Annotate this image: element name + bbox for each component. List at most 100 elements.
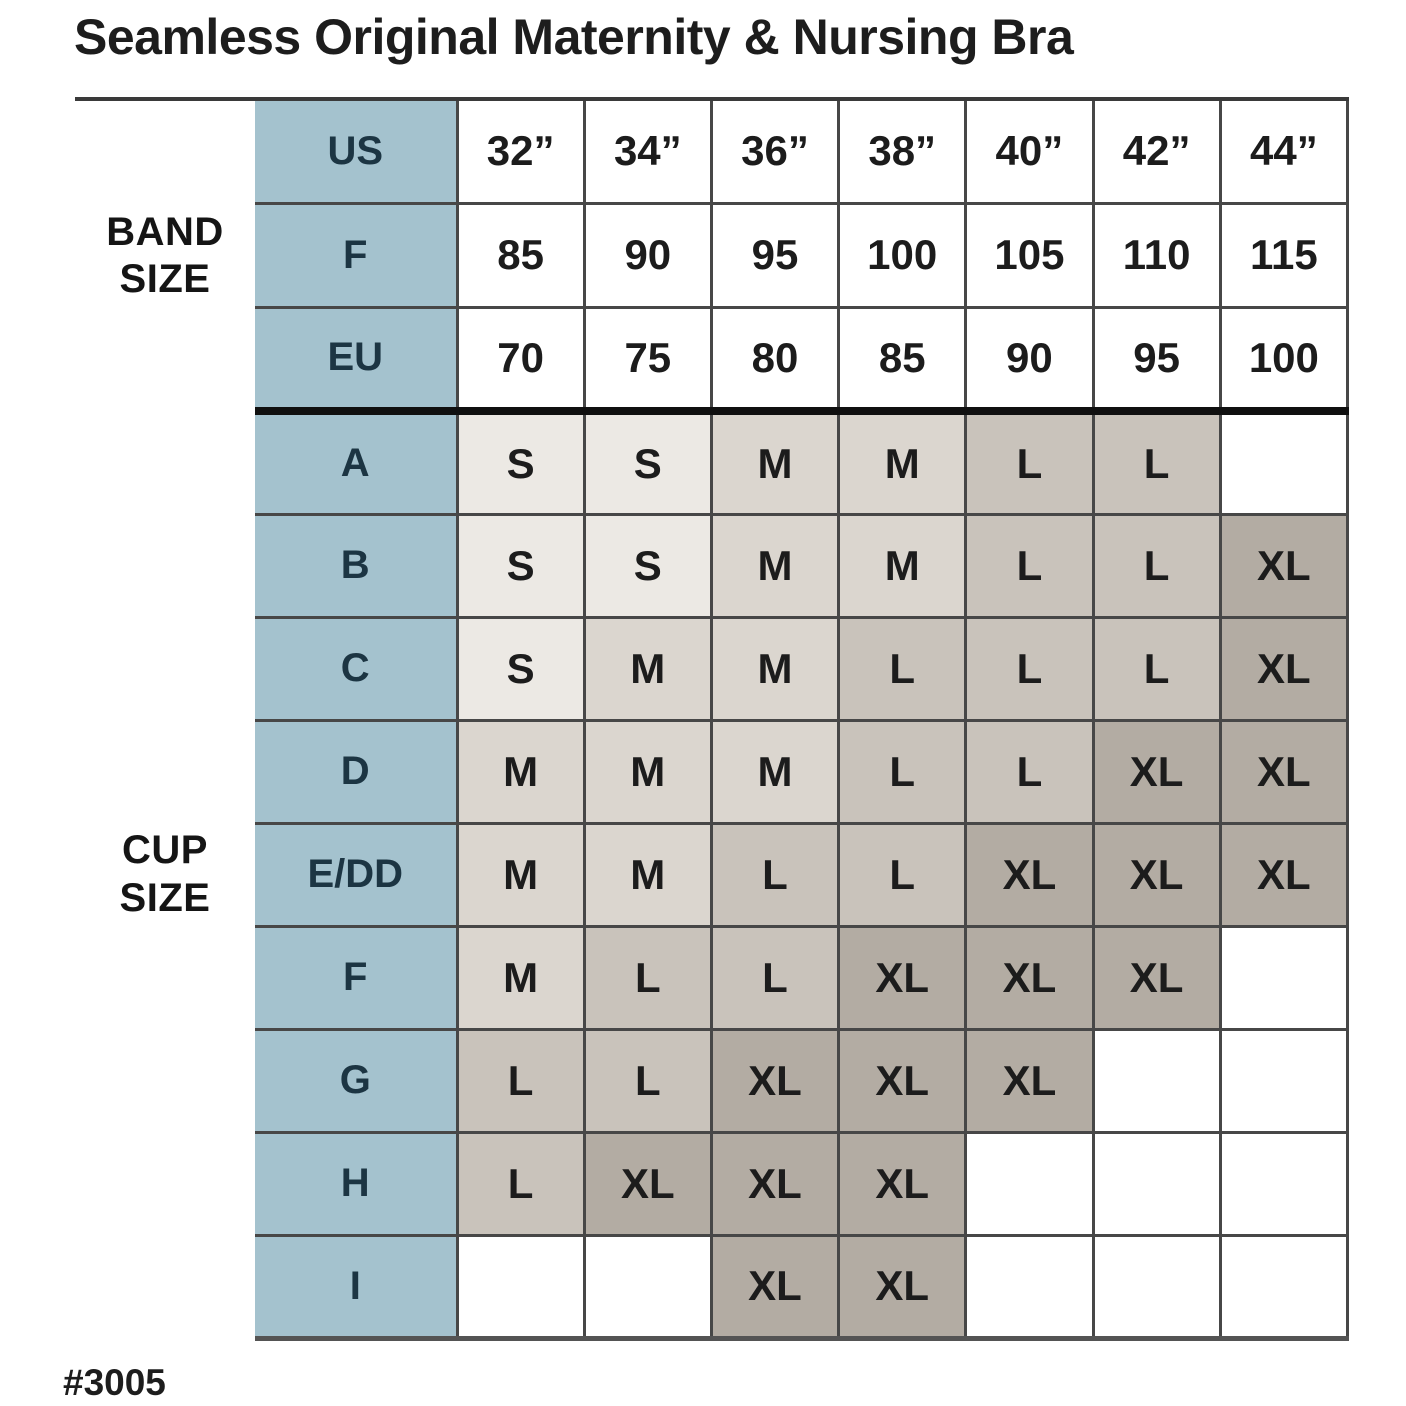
cup-size-cell: L (837, 821, 968, 928)
row-label-d: D (255, 718, 459, 825)
cup-size-cell: L (1091, 409, 1222, 516)
cup-size-cell: S (582, 512, 713, 619)
cup-size-cell (455, 1233, 586, 1341)
cup-size-cell: XL (1218, 718, 1350, 825)
cup-size-cell: L (582, 924, 713, 1031)
table-row-h: H L XL XL XL (75, 1130, 1350, 1237)
cup-size-cell: XL (709, 1130, 841, 1237)
table-row-g: G L L XL XL XL (75, 1027, 1350, 1134)
table-row-f: F M L L XL XL XL (75, 924, 1350, 1031)
cup-size-cell: XL (582, 1130, 713, 1237)
cup-size-cell (964, 1130, 1095, 1237)
table-row-b: B S S M M L L XL (75, 512, 1350, 619)
cup-size-cell: M (837, 409, 968, 516)
cup-size-cell: XL (1218, 512, 1350, 619)
table-row-d: D M M M L L XL XL (75, 718, 1350, 825)
cup-size-cell: S (455, 615, 586, 722)
table-row-eu: EU 70 75 80 85 90 95 100 (75, 305, 1350, 415)
row-label-b: B (255, 512, 459, 619)
cup-size-cell: L (964, 512, 1095, 619)
style-number: #3005 (63, 1362, 166, 1403)
band-size-cell: 80 (709, 305, 841, 415)
row-label-a: A (255, 409, 459, 516)
cup-size-cell: L (455, 1130, 586, 1237)
cup-size-cell: S (455, 512, 586, 619)
band-size-cell: 95 (1091, 305, 1222, 415)
size-chart-table: BAND SIZE US 32” 34” 36” 38” 40” 42” 44” F 85 90 95 10… (75, 97, 1350, 1341)
cup-size-cell: L (837, 718, 968, 825)
band-size-cell: 75 (582, 305, 713, 415)
cup-size-cell: XL (1218, 615, 1350, 722)
cup-size-cell (964, 1233, 1095, 1341)
band-size-cell: 44” (1218, 97, 1350, 205)
cup-size-cell: M (709, 409, 841, 516)
band-size-cell: 100 (1218, 305, 1350, 415)
cup-size-cell: M (582, 615, 713, 722)
row-label-e-dd: E/DD (255, 821, 459, 928)
cup-size-cell: L (709, 924, 841, 1031)
band-size-cell: 100 (837, 201, 968, 309)
row-label-h: H (255, 1130, 459, 1237)
cup-size-cell: M (709, 718, 841, 825)
table-row-a: CUP SIZE A S S M M L L (75, 409, 1350, 1338)
row-label-f: F (255, 924, 459, 1031)
cup-size-cell: XL (837, 1130, 968, 1237)
cup-size-cell: XL (709, 1233, 841, 1341)
band-size-cell: 85 (455, 201, 586, 309)
cup-size-cell: XL (837, 1027, 968, 1134)
cup-size-cell: M (582, 718, 713, 825)
cup-size-cell (1218, 409, 1350, 516)
cup-size-cell (1218, 1027, 1350, 1134)
table-row-e-dd: E/DD M M L L XL XL XL (75, 821, 1350, 928)
row-label-us: US (255, 97, 459, 205)
cup-size-cell: XL (837, 924, 968, 1031)
cup-size-cell: L (964, 615, 1095, 722)
page-title: Seamless Original Maternity & Nursing Br… (74, 9, 1074, 65)
cup-size-cell: M (837, 512, 968, 619)
cup-size-cell (1218, 1233, 1350, 1341)
cup-size-cell: XL (964, 821, 1095, 928)
cup-size-cell: L (964, 718, 1095, 825)
band-size-cell: 70 (455, 305, 586, 415)
band-size-cell: 90 (964, 305, 1095, 415)
band-size-label: BAND SIZE (75, 97, 255, 411)
cup-size-cell: XL (1091, 924, 1222, 1031)
cup-size-cell: XL (1091, 718, 1222, 825)
cup-size-cell: L (455, 1027, 586, 1134)
band-size-cell: 95 (709, 201, 841, 309)
table-row-us: BAND SIZE US 32” 34” 36” 38” 40” 42” 44” (75, 97, 1350, 411)
band-size-cell: 32” (455, 97, 586, 205)
band-size-cell: 34” (582, 97, 713, 205)
cup-size-cell (1218, 924, 1350, 1031)
cup-size-cell: S (582, 409, 713, 516)
cup-size-cell: M (582, 821, 713, 928)
band-size-cell: 36” (709, 97, 841, 205)
cup-size-cell: M (709, 615, 841, 722)
cup-size-cell (1091, 1233, 1222, 1341)
cup-size-cell (582, 1233, 713, 1341)
row-label-i: I (255, 1233, 459, 1341)
cup-size-cell: XL (837, 1233, 968, 1341)
cup-size-cell: XL (709, 1027, 841, 1134)
cup-size-cell (1218, 1130, 1350, 1237)
table-row-f: F 85 90 95 100 105 110 115 (75, 201, 1350, 309)
cup-size-cell: XL (1218, 821, 1350, 928)
band-size-cell: 110 (1091, 201, 1222, 309)
cup-size-cell: M (455, 924, 586, 1031)
cup-size-cell: L (1091, 512, 1222, 619)
cup-size-cell: XL (964, 1027, 1095, 1134)
band-size-cell: 115 (1218, 201, 1350, 309)
cup-size-cell: M (455, 821, 586, 928)
band-size-cell: 90 (582, 201, 713, 309)
row-label-eu: EU (255, 305, 459, 415)
cup-size-cell (1091, 1130, 1222, 1237)
cup-size-cell: XL (964, 924, 1095, 1031)
cup-size-cell: M (455, 718, 586, 825)
cup-size-cell (1091, 1027, 1222, 1134)
band-size-cell: 38” (837, 97, 968, 205)
cup-size-cell: M (709, 512, 841, 619)
cup-size-cell: XL (1091, 821, 1222, 928)
cup-size-cell: L (837, 615, 968, 722)
band-size-cell: 85 (837, 305, 968, 415)
